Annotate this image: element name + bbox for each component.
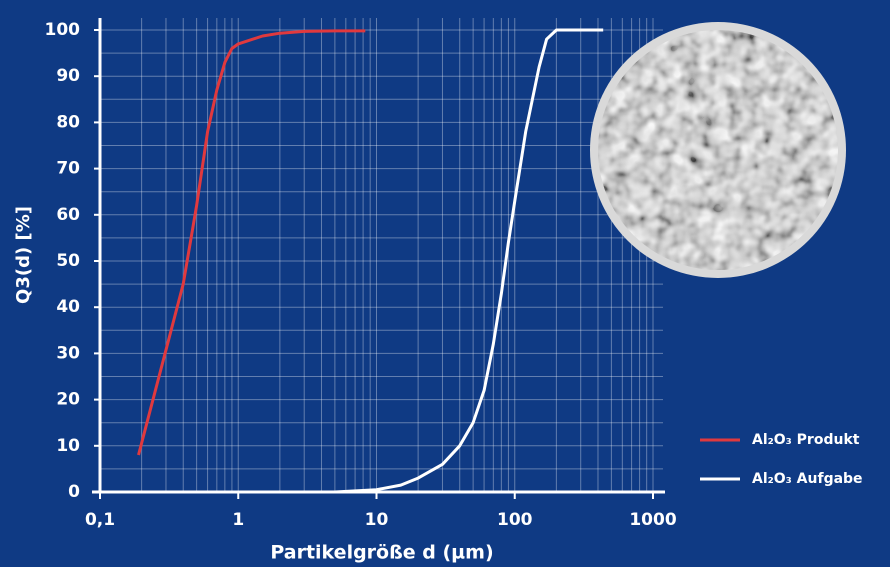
series-line	[279, 28, 604, 494]
y-tick-label: 30	[56, 343, 80, 363]
legend-label: Al₂O₃ Produkt	[752, 432, 860, 448]
x-tick-label: 1000	[629, 510, 676, 530]
photo	[590, 22, 846, 278]
legend-label: Al₂O₃ Aufgabe	[752, 471, 863, 487]
y-tick-label: 10	[56, 436, 80, 456]
y-tick-label: 20	[56, 390, 80, 410]
grid	[100, 18, 663, 492]
x-tick-label: 10	[365, 510, 389, 530]
axes	[92, 18, 665, 499]
x-tick-label: 100	[497, 510, 533, 530]
y-axis-title: Q3(d) [%]	[13, 206, 34, 304]
photo-image	[598, 30, 838, 270]
x-tick-label: 0,1	[85, 510, 115, 530]
y-tick-label: 0	[68, 482, 80, 502]
y-tick-label: 60	[56, 205, 80, 225]
y-tick-label: 40	[56, 297, 80, 317]
y-tick-label: 100	[45, 20, 81, 40]
y-tick-label: 80	[56, 112, 80, 132]
series-line	[137, 29, 366, 456]
x-tick-label: 1	[232, 510, 244, 530]
y-tick-label: 70	[56, 159, 80, 179]
y-tick-label: 90	[56, 66, 80, 86]
y-tick-label: 50	[56, 251, 80, 271]
x-axis-title: Partikelgröße d (µm)	[270, 542, 493, 564]
